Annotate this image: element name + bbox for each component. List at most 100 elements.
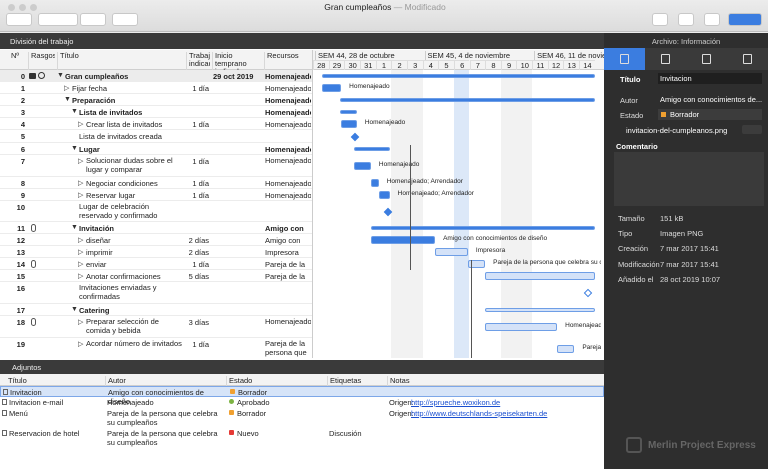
inspector-tab[interactable] <box>604 48 645 70</box>
settings-button[interactable] <box>112 13 138 26</box>
weekend-shade <box>391 70 422 358</box>
info-button[interactable] <box>652 13 668 26</box>
task-bar <box>435 248 468 256</box>
summary-bar <box>371 226 595 230</box>
task-bar <box>354 162 371 170</box>
row-number: 1 <box>0 84 25 93</box>
attachment-title: Invitacion e-mail <box>9 398 63 407</box>
column-title: Notas <box>387 376 604 386</box>
outline-row: 4▷Crear lista de invitados1 díaHomenajea… <box>0 118 312 130</box>
status-dot <box>229 410 234 415</box>
field-label: Estado <box>620 111 643 120</box>
fact-value: 151 kB <box>660 214 683 223</box>
attachment-row[interactable]: InvitacionAmigo con conocimientos de dis… <box>0 386 604 397</box>
attachment-row[interactable]: MenúPareja de la persona que celebra su … <box>0 408 604 428</box>
row-number: 18 <box>0 318 25 327</box>
inspector-tab[interactable] <box>727 48 768 70</box>
file-popup[interactable] <box>742 125 762 134</box>
tools-button[interactable] <box>704 13 720 26</box>
brand-icon <box>626 437 642 453</box>
document-status: — Modificado <box>394 2 446 12</box>
row-number: 14 <box>0 260 25 269</box>
attachment-tags: Discusión <box>329 429 362 438</box>
outline-body: Homenajeado Homenajeado Homenajeado Homenaj… <box>0 33 604 358</box>
task-title: Lista de invitados <box>79 108 183 117</box>
task-bar <box>485 272 595 280</box>
tab-icon <box>620 54 629 64</box>
bar-label: Pareja de la persona que celebra su cump… <box>493 259 601 266</box>
add-button[interactable] <box>6 13 32 26</box>
tab-icon <box>661 54 670 64</box>
note-link[interactable]: http://sprueche.woxikon.de <box>411 398 500 407</box>
inspector-tab[interactable] <box>645 48 686 70</box>
attachment-row[interactable]: Reservacion de hotelPareja de la persona… <box>0 428 604 448</box>
task-title: Lista de invitados creada <box>79 132 183 141</box>
row-number: 5 <box>0 132 25 141</box>
comment-box[interactable] <box>614 152 764 206</box>
attachment-row[interactable]: Invitacion e-mailHomenajeadoAprobadoOrig… <box>0 397 604 408</box>
file-icon <box>2 430 7 436</box>
attachment-status: Borrador <box>238 388 267 397</box>
tab-icon <box>743 54 752 64</box>
bar-label: Pareja de la persona que celebra su cump… <box>582 344 601 351</box>
status-icon <box>661 112 666 117</box>
disclosure-triangle: ▷ <box>78 179 83 187</box>
resources-value: Homenajeado <box>265 72 311 82</box>
task-title: Negociar condiciones <box>86 179 183 188</box>
resources-button[interactable] <box>678 13 694 26</box>
resources-value: Homenajeado; <box>265 96 311 106</box>
note-prefix: Origen: <box>389 398 414 407</box>
row-number: 11 <box>0 224 25 233</box>
attachments-table: TítuloAutorEstadoEtiquetasNotasInvitacio… <box>0 374 604 469</box>
indent-buttons[interactable] <box>38 13 78 26</box>
task-title: Lugar de celebración reservado y confirm… <box>79 202 183 220</box>
fact-value: 7 mar 2017 15:41 <box>660 260 719 269</box>
disclosure-triangle: ▷ <box>78 318 83 326</box>
outline-row: 9▷Reservar lugar1 díaHomenajeado; Arrend… <box>0 189 312 201</box>
inspector: Archivo: InformaciónTítuloInvitacionAuto… <box>604 33 768 469</box>
bar-label: Homenajeado; Arrendador <box>387 178 463 185</box>
note-link[interactable]: http://www.deutschlands-speisekarten.de <box>411 409 547 418</box>
attachment-author: Pareja de la persona que celebra su cump… <box>107 409 225 427</box>
disclosure-triangle: ▷ <box>78 236 83 244</box>
link-button[interactable] <box>80 13 106 26</box>
inspector-tab[interactable] <box>686 48 727 70</box>
summary-bar <box>340 98 595 102</box>
bar-label: Homenajeado <box>565 322 601 329</box>
task-title: Lugar <box>79 145 183 154</box>
disclosure-triangle: ▼ <box>71 145 78 152</box>
column-title: Autor <box>105 376 226 386</box>
row-number: 17 <box>0 306 25 315</box>
document-name: Gran cumpleaños <box>324 2 391 12</box>
task-bar <box>371 179 379 187</box>
milestone <box>584 289 592 297</box>
fact-value: Imagen PNG <box>660 229 703 238</box>
work-value: 2 días <box>185 248 209 257</box>
outline-row: 16Invitaciones enviadas y confirmadas <box>0 282 312 304</box>
title-field[interactable]: Invitacion <box>658 73 762 84</box>
window-zoom[interactable] <box>30 4 37 11</box>
resources-value: Amigo con conocimientos de diseño <box>265 236 311 246</box>
summary-bar <box>322 74 594 78</box>
outline-row: 10Lugar de celebración reservado y confi… <box>0 201 312 222</box>
author-popup[interactable]: Amigo con conocimientos de... <box>658 94 762 105</box>
view-buttons[interactable] <box>728 13 762 26</box>
column-title: Estado <box>226 376 327 386</box>
status-popup[interactable]: Borrador <box>658 109 762 120</box>
column-title: Etiquetas <box>327 376 387 386</box>
disclosure-triangle: ▷ <box>78 340 83 348</box>
inspector-header: Archivo: Información <box>604 37 768 46</box>
window-minimize[interactable] <box>19 4 26 11</box>
work-value: 1 día <box>185 157 209 166</box>
resources-value: Homenajeado <box>265 108 311 118</box>
window-close[interactable] <box>8 4 15 11</box>
attachment-status: Nuevo <box>237 429 259 438</box>
bar-label: Impresora <box>476 247 505 254</box>
outline-row: 7▷Solucionar dudas sobre el lugar y comp… <box>0 155 312 177</box>
attachment-icon <box>31 260 36 268</box>
bar-label: Homenajeado <box>349 83 389 90</box>
task-bar <box>557 345 574 353</box>
task-title: Invitación <box>79 224 183 233</box>
resources-value: Pareja de la persona que celebra su cump… <box>265 272 311 282</box>
disclosure-triangle: ▷ <box>78 191 83 199</box>
